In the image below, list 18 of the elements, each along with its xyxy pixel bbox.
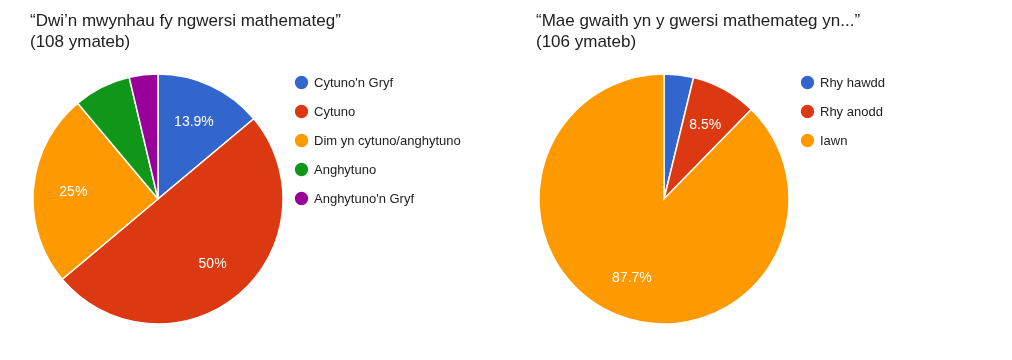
data-label: 87.7% bbox=[612, 268, 652, 285]
legend-label: Rhy hawdd bbox=[820, 74, 886, 90]
chart-subtitle: (108 ymateb) bbox=[30, 32, 131, 51]
legend-label: Cytuno'n Gryf bbox=[314, 74, 394, 90]
legend-label: Rhy anodd bbox=[820, 103, 883, 119]
data-label: 8.5% bbox=[689, 115, 722, 132]
legend-label: Cytuno bbox=[314, 103, 356, 119]
chart-title: “Dwi’n mwynhau fy ngwersi mathemateg” bbox=[30, 11, 342, 30]
legend-label: Anghytuno bbox=[314, 161, 377, 177]
data-label: 50% bbox=[198, 255, 227, 272]
legend-label: Anghytuno'n Gryf bbox=[314, 190, 415, 206]
data-label: 25% bbox=[59, 182, 88, 199]
chart-subtitle: (106 ymateb) bbox=[536, 32, 637, 51]
chart-title: “Mae gwaith yn y gwersi mathemateg yn...” bbox=[536, 11, 861, 30]
legend-label: Dim yn cytuno/anghytuno bbox=[314, 132, 461, 148]
pie-slice bbox=[538, 73, 790, 325]
legend-label: Iawn bbox=[820, 132, 848, 148]
data-label: 13.9% bbox=[174, 112, 214, 129]
